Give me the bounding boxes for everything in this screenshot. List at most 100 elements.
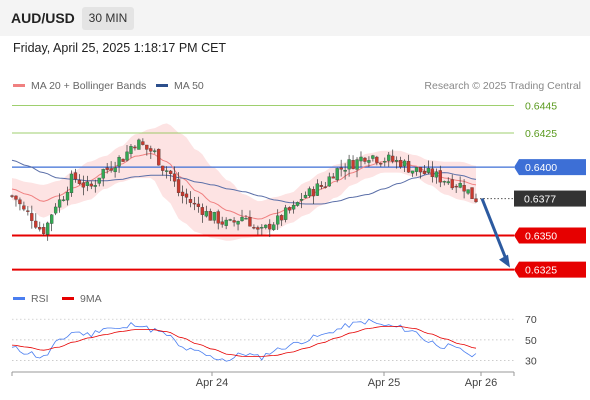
candle-body [165,170,169,172]
support-label-box [514,227,586,244]
legend-ma50: MA 50 [156,80,204,92]
candle-body [220,221,224,225]
candle-body [347,159,351,170]
candle-body [125,151,129,161]
forecast [480,198,510,268]
time-tick-label: Apr 25 [368,377,400,389]
level-label-support: 0.6350 [525,230,557,242]
candle-body [117,157,121,167]
legend-rsi: RSI [13,293,49,305]
legend-ma20: MA 20 + Bollinger Bands [13,80,146,92]
candle-body [176,179,181,193]
rsi-ma-swatch [62,296,74,300]
candle-body [387,154,391,161]
candle-body [454,185,458,188]
candle-body [46,222,50,235]
candle-body [272,224,276,230]
candle-body [268,223,272,230]
chart-datetime: Friday, April 25, 2025 1:18:17 PM CET [13,41,227,55]
timeframe-button[interactable]: 30 MIN [82,7,134,30]
candle-body [53,206,58,214]
candle-body [331,176,335,179]
candle-body [474,198,478,203]
candle-body [383,161,387,163]
candle-body [359,156,363,162]
candle-body [315,183,320,196]
candle-body [93,185,97,187]
candle-body [188,198,193,203]
candle-body [339,167,343,170]
candle-body [256,227,260,230]
candle-body [129,146,133,154]
time-tick-label: Apr 26 [465,377,497,389]
candle-body [303,194,308,198]
candle-body [240,217,244,222]
candle-body [133,146,137,149]
candle-body [430,168,435,178]
candle-body [466,189,470,194]
candle-body [30,213,34,221]
candle-body [50,214,54,224]
level-label-resistance: 0.6445 [525,101,557,113]
candle-body [77,180,82,184]
candle-body [34,220,38,228]
candle-body [426,168,431,173]
level-label-current: 0.6377 [524,194,556,206]
candle-body [363,157,367,162]
candle-body [248,217,252,227]
candle-body [184,193,189,198]
candle-body [204,211,208,217]
candle-body [85,181,90,186]
candle-body [192,202,197,205]
rsi-panel: 70 50 30 [11,314,537,368]
ma50-line [11,159,477,205]
candle-body [375,156,379,163]
level-label-resistance: 0.6425 [525,128,557,140]
legend-rsi-label: RSI [31,293,49,305]
candle-body [355,159,359,170]
candle-body [402,160,407,167]
instrument-title: AUD/USD [11,10,75,26]
candle-body [26,210,30,212]
candle-body [180,191,185,197]
candle-body [137,139,141,150]
candle-body [113,167,117,173]
candle-body [410,170,415,174]
candle-body [145,144,149,150]
rsi-tick-label: 50 [525,335,537,347]
candle-body [351,160,355,170]
candle-body [101,169,105,179]
candle-body [14,195,18,200]
candle-body [149,148,153,152]
candle-body [18,199,22,205]
support-label-box [514,261,586,278]
candle-body [109,168,113,171]
candle-body [418,167,423,173]
candle-body [343,170,347,172]
candle-body [470,187,474,200]
candle-body [208,211,212,221]
candle-body [391,155,395,162]
rsi-ma-line [11,325,477,357]
level-lines [12,105,514,271]
candle-body [141,141,145,145]
pivot-label-box [514,159,586,176]
candle-body [61,199,66,201]
candle-body [212,212,216,221]
legend-ma50-label: MA 50 [174,80,204,92]
candles [10,138,478,241]
candle-body [327,176,331,187]
candle-body [216,211,220,224]
candle-body [371,155,375,159]
candle-body [299,198,304,201]
time-tick-label: Apr 24 [196,377,228,389]
candle-body [196,203,201,207]
candle-body [367,160,371,163]
candle-body [462,185,466,192]
candle-body [458,183,462,188]
candle-body [244,218,248,220]
candle-body [57,199,62,208]
candle-body [228,219,232,221]
candle-body [252,227,256,229]
candle-body [200,207,205,215]
